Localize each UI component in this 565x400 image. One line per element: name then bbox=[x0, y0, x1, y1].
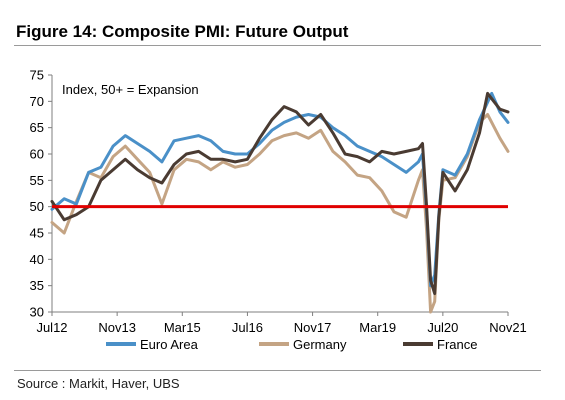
chart-annotation: Index, 50+ = Expansion bbox=[62, 82, 199, 97]
x-tick-label: Nov21 bbox=[489, 320, 527, 335]
series-line-euro-area bbox=[50, 91, 510, 288]
y-tick-label: 45 bbox=[30, 226, 44, 241]
x-tick-label: Jul12 bbox=[36, 320, 67, 335]
x-axis: Jul12 Nov13 Mar15 Jul16 Nov17 Mar19 Jul20 Nov21 bbox=[36, 311, 527, 335]
series-layer bbox=[50, 91, 510, 314]
x-tick-label: Mar15 bbox=[164, 320, 201, 335]
y-tick-label: 70 bbox=[30, 94, 44, 109]
x-tick-label: Jul20 bbox=[427, 320, 458, 335]
x-tick-label: Nov17 bbox=[294, 320, 332, 335]
y-tick-label: 65 bbox=[30, 120, 44, 135]
figure-title: Figure 14: Composite PMI: Future Output bbox=[16, 22, 349, 41]
y-tick-label: 50 bbox=[30, 199, 44, 214]
x-tick-label: Nov13 bbox=[98, 320, 136, 335]
title-divider bbox=[14, 45, 541, 46]
legend: Euro Area Germany France bbox=[106, 337, 477, 352]
x-tick-label: Mar19 bbox=[359, 320, 396, 335]
y-tick-label: 60 bbox=[30, 147, 44, 162]
x-tick-label: Jul16 bbox=[232, 320, 263, 335]
series-line-france bbox=[50, 91, 510, 296]
legend-label-germany: Germany bbox=[293, 337, 347, 352]
y-axis: 30 35 40 45 50 55 60 65 70 75 bbox=[30, 68, 53, 320]
y-tick-label: 30 bbox=[30, 305, 44, 320]
legend-label-euro-area: Euro Area bbox=[140, 337, 199, 352]
y-tick-label: 40 bbox=[30, 252, 44, 267]
y-tick-label: 75 bbox=[30, 68, 44, 83]
y-tick-label: 35 bbox=[30, 278, 44, 293]
annotation-layer: Index, 50+ = Expansion bbox=[58, 79, 218, 100]
annotation-box bbox=[58, 79, 218, 100]
legend-label-france: France bbox=[437, 337, 477, 352]
source-divider bbox=[14, 370, 541, 371]
source-note: Source : Markit, Haver, UBS bbox=[17, 376, 180, 391]
y-tick-label: 55 bbox=[30, 173, 44, 188]
